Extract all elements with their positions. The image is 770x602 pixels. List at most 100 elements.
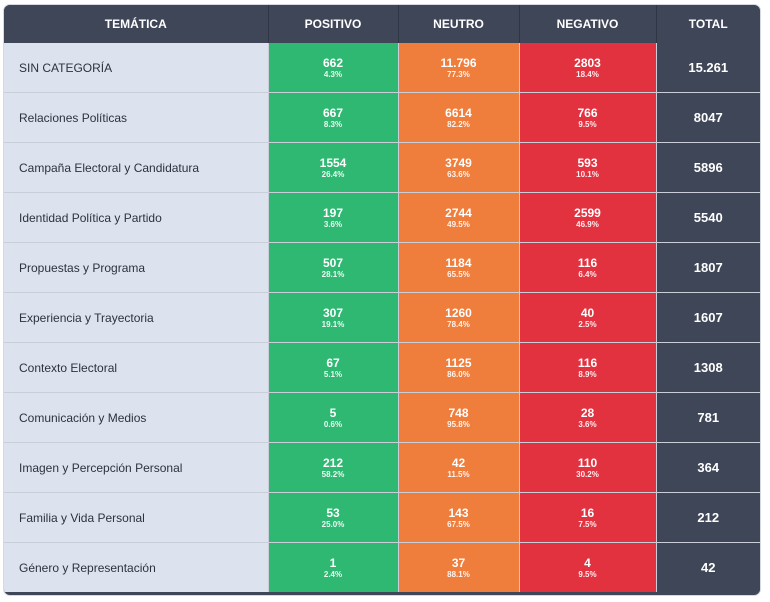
table-row: SIN CATEGORÍA 662 4.3% 11.796 77.3% 2803 18.4%… [4,43,760,93]
negative-count: 116 [577,255,598,270]
neutral-cell: 37 88.1% [398,542,520,592]
total-cell: 1308 [656,342,760,393]
table-row: Contexto Electoral 67 5.1% 1125 86.0% 116 8.9%… [4,342,760,393]
topic-cell: SIN CATEGORÍA [4,43,269,93]
positive-cell: 1554 26.4% [268,142,399,193]
neutral-cell: 1125 86.0% [398,342,520,393]
positive-cell: 307 19.1% [268,292,399,343]
table-row: Género y Representación 1 2.4% 37 88.1% 4 9.5%… [4,542,760,592]
negative-cell: 2803 18.4% [519,43,657,93]
negative-cell: 110 30.2% [519,442,657,493]
total-cell: 8047 [656,92,760,143]
topic-cell: Experiencia y Trayectoria [4,292,269,343]
positive-cell: 212 58.2% [268,442,399,493]
positive-percent: 58.2% [321,469,345,479]
neutral-cell: 143 67.5% [398,492,520,543]
negative-cell: 593 10.1% [519,142,657,193]
negative-cell: 116 8.9% [519,342,657,393]
positive-cell: 662 4.3% [268,43,399,93]
sentiment-table-container: TEMÁTICA POSITIVO NEUTRO NEGATIVO TOTAL … [4,5,760,595]
positive-percent: 28.1% [321,269,345,279]
header-total[interactable]: TOTAL [656,5,760,43]
neutral-percent: 65.5% [447,269,470,279]
positive-percent: 25.0% [321,519,345,529]
neutral-count: 37 [451,555,466,570]
negative-count: 4 [584,555,591,570]
table-row: Campaña Electoral y Candidatura 1554 26.4%… [4,142,760,193]
total-cell: 364 [656,442,760,493]
header-negativo[interactable]: NEGATIVO [519,5,657,43]
negative-count: 116 [577,355,598,370]
positive-cell: 5 0.6% [268,392,399,443]
neutral-count: 748 [448,405,469,420]
total-cell: 781 [656,392,760,443]
negative-count: 2599 [574,205,601,220]
neutral-percent: 78.4% [447,319,470,329]
negative-percent: 3.6% [578,419,597,429]
neutral-count: 1184 [445,255,472,270]
topic-cell: Campaña Electoral y Candidatura [4,142,269,193]
topic-cell: Género y Representación [4,542,269,592]
positive-percent: 2.4% [323,569,343,579]
topic-cell: Relaciones Políticas [4,92,269,143]
topic-cell: Contexto Electoral [4,342,269,393]
positive-count: 67 [326,355,340,370]
total-cell: 42 [656,542,760,592]
neutral-cell: 3749 63.6% [398,142,520,193]
neutral-percent: 11.5% [447,469,470,479]
negative-percent: 46.9% [576,219,599,229]
neutral-percent: 63.6% [447,169,470,179]
negative-cell: 16 7.5% [519,492,657,543]
positive-count: 667 [322,105,344,120]
neutral-count: 6614 [445,105,472,120]
table-row: Identidad Política y Partido 197 3.6% 2744 4… [4,192,760,243]
header-tematica[interactable]: TEMÁTICA [4,5,269,43]
neutral-count: 143 [448,505,469,520]
neutral-percent: 77.3% [447,69,470,79]
positive-percent: 0.6% [323,419,343,429]
negative-count: 2803 [574,55,601,70]
neutral-percent: 86.0% [447,369,470,379]
neutral-count: 3749 [445,155,472,170]
table-row: Comunicación y Medios 5 0.6% 748 95.8% 28 3.6%… [4,392,760,443]
neutral-cell: 6614 82.2% [398,92,520,143]
table-row: Propuestas y Programa 507 28.1% 1184 65.5% 11… [4,242,760,293]
negative-cell: 116 6.4% [519,242,657,293]
negative-cell: 40 2.5% [519,292,657,343]
topic-cell: Familia y Vida Personal [4,492,269,543]
positive-count: 307 [322,305,344,320]
table-row: Familia y Vida Personal 53 25.0% 143 67.5% 16… [4,492,760,543]
total-cell: 1807 [656,242,760,293]
total-cell: 212 [656,492,760,543]
total-cell: 1607 [656,292,760,343]
positive-cell: 1 2.4% [268,542,399,592]
neutral-cell: 2744 49.5% [398,192,520,243]
positive-percent: 19.1% [321,319,345,329]
negative-percent: 10.1% [576,169,599,179]
total-cell: 5540 [656,192,760,243]
neutral-percent: 49.5% [447,219,470,229]
negative-count: 16 [580,505,595,520]
positive-count: 197 [322,205,344,220]
neutral-count: 1260 [445,305,472,320]
positive-cell: 67 5.1% [268,342,399,393]
header-neutro[interactable]: NEUTRO [398,5,520,43]
negative-percent: 6.4% [578,269,597,279]
negative-percent: 30.2% [576,469,599,479]
negative-count: 593 [577,155,598,170]
positive-count: 1 [329,555,337,570]
neutral-count: 2744 [445,205,472,220]
positive-count: 53 [326,505,340,520]
positive-count: 212 [322,455,344,470]
positive-count: 662 [322,55,344,70]
header-positivo[interactable]: POSITIVO [268,5,399,43]
negative-count: 110 [577,455,598,470]
negative-cell: 28 3.6% [519,392,657,443]
positive-percent: 8.3% [323,119,343,129]
positive-cell: 197 3.6% [268,192,399,243]
negative-percent: 2.5% [578,319,597,329]
negative-cell: 2599 46.9% [519,192,657,243]
neutral-count: 11.796 [440,55,477,70]
negative-cell: 766 9.5% [519,92,657,143]
positive-percent: 3.6% [323,219,343,229]
